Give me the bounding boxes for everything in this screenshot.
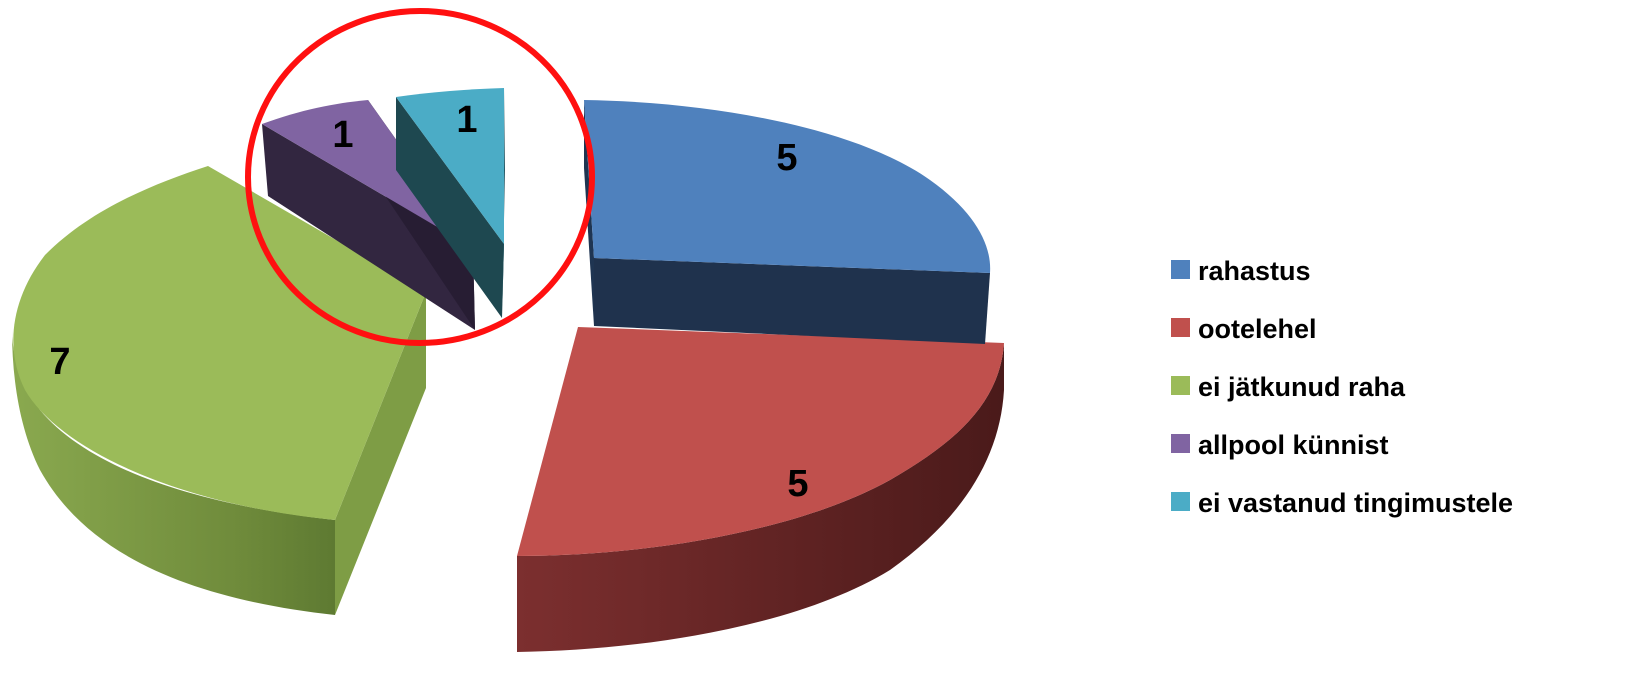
- legend-item-ei-jatkunud-raha: ei jätkunud raha: [1171, 372, 1406, 402]
- legend-swatch-allpool-kunnist: [1171, 434, 1190, 453]
- legend-label-ei-jatkunud-raha: ei jätkunud raha: [1198, 372, 1406, 402]
- data-label-ootelehel: 5: [787, 463, 808, 505]
- slice-rahastus: [584, 100, 991, 344]
- legend-item-ei-vastanud-tingimustele: ei vastanud tingimustele: [1171, 488, 1513, 518]
- slice-ei-jatkunud-raha: [12, 166, 426, 615]
- legend-swatch-ootelehel: [1171, 318, 1190, 337]
- slice-ei-jatkunud-raha-side: [12, 330, 335, 615]
- slice-allpool-kunnist-top: [262, 100, 473, 248]
- slice-ei-vastanud-tingimustele: [396, 88, 505, 318]
- slice-ei-jatkunud-raha-top: [13, 166, 426, 520]
- slice-ootelehel-side: [517, 343, 1004, 652]
- legend-item-ootelehel: ootelehel: [1171, 314, 1317, 344]
- legend-label-ootelehel: ootelehel: [1198, 314, 1317, 344]
- legend-label-rahastus: rahastus: [1198, 256, 1311, 286]
- slice-ei-vastanud-tingimustele-top: [396, 88, 504, 244]
- slice-rahastus-side: [594, 258, 990, 344]
- legend: rahastus ootelehel ei jätkunud raha allp…: [1171, 256, 1513, 518]
- legend-label-allpool-kunnist: allpool künnist: [1198, 430, 1389, 460]
- data-label-allpool-kunnist: 1: [332, 114, 353, 156]
- legend-swatch-ei-vastanud-tingimustele: [1171, 492, 1190, 511]
- slice-ei-jatkunud-raha-cut-face: [335, 292, 426, 615]
- slice-ei-vastanud-tingimustele-side: [396, 97, 504, 318]
- slice-ei-vastanud-tingimustele-cut-face: [502, 88, 505, 318]
- data-label-ei-jatkunud-raha: 7: [49, 341, 70, 383]
- data-label-rahastus: 5: [776, 137, 797, 179]
- slice-allpool-kunnist-side: [262, 124, 475, 330]
- data-label-ei-vastanud-tingimustele: 1: [456, 99, 477, 141]
- legend-item-rahastus: rahastus: [1171, 256, 1311, 286]
- legend-swatch-ei-jatkunud-raha: [1171, 376, 1190, 395]
- legend-item-allpool-kunnist: allpool künnist: [1171, 430, 1389, 460]
- legend-swatch-rahastus: [1171, 260, 1190, 279]
- slice-allpool-kunnist: [262, 100, 475, 330]
- slice-ootelehel: [517, 327, 1004, 652]
- slice-rahastus-top: [584, 100, 991, 273]
- slice-ootelehel-top: [517, 327, 1004, 556]
- legend-label-ei-vastanud-tingimustele: ei vastanud tingimustele: [1198, 488, 1513, 518]
- highlight-circle: [245, 8, 595, 346]
